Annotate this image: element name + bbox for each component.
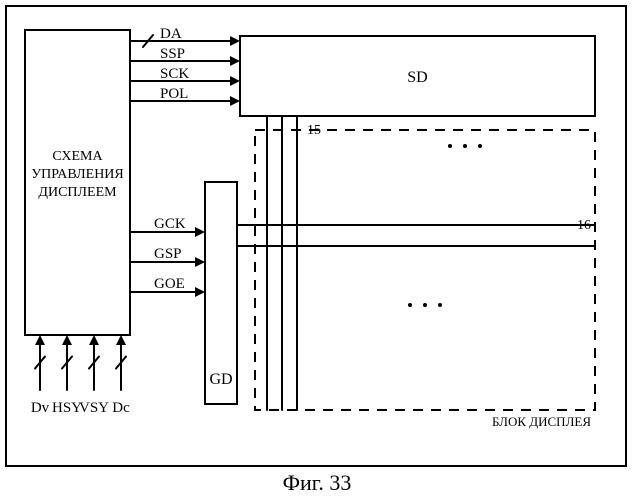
svg-text:GD: GD xyxy=(209,371,232,388)
svg-text:УПРАВЛЕНИЯ: УПРАВЛЕНИЯ xyxy=(31,167,124,182)
svg-text:15: 15 xyxy=(307,123,321,138)
svg-text:БЛОК ДИСПЛЕЯ: БЛОК ДИСПЛЕЯ xyxy=(492,414,591,429)
svg-text:HSY: HSY xyxy=(52,400,82,416)
svg-text:GCK: GCK xyxy=(154,216,186,232)
svg-text:SD: SD xyxy=(407,69,427,86)
svg-text:Dc: Dc xyxy=(112,400,130,416)
svg-text:POL: POL xyxy=(160,86,188,102)
svg-text:GSP: GSP xyxy=(154,246,182,262)
svg-text:SCK: SCK xyxy=(160,66,189,82)
svg-text:VSY: VSY xyxy=(79,400,109,416)
block-diagram: СХЕМА УПРАВЛЕНИЯ ДИСПЛЕЕМ SD GD БЛОК ДИСПЛЕЯ D… xyxy=(0,0,634,500)
svg-text:СХЕМА: СХЕМА xyxy=(52,149,103,164)
svg-text:16: 16 xyxy=(577,218,591,233)
svg-text:ДИСПЛЕЕМ: ДИСПЛЕЕМ xyxy=(38,185,117,200)
svg-text:SSP: SSP xyxy=(160,46,185,62)
svg-text:Фиг. 33: Фиг. 33 xyxy=(283,470,352,495)
svg-text:GOE: GOE xyxy=(154,276,185,292)
svg-text:Dv: Dv xyxy=(31,400,50,416)
svg-text:DA: DA xyxy=(160,26,182,42)
